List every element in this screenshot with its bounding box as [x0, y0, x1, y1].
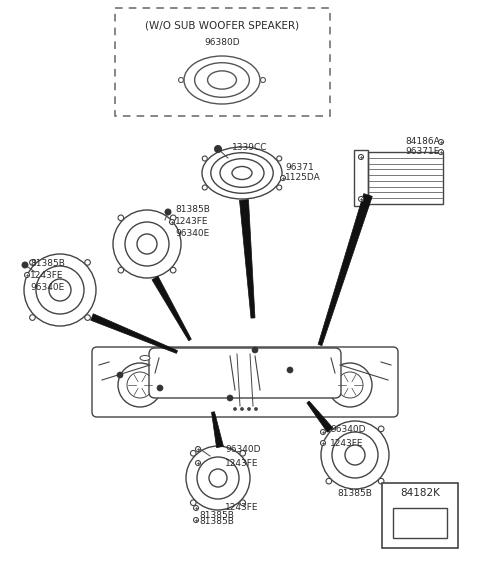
Bar: [368, 152, 443, 204]
Circle shape: [227, 395, 233, 401]
Text: 81385B: 81385B: [175, 206, 210, 214]
Circle shape: [378, 426, 384, 432]
Circle shape: [193, 517, 199, 523]
Circle shape: [233, 407, 237, 411]
Circle shape: [326, 478, 332, 484]
Ellipse shape: [202, 147, 282, 199]
Circle shape: [169, 220, 175, 224]
Text: 1243FE: 1243FE: [225, 503, 259, 513]
Text: 96340D: 96340D: [225, 445, 261, 455]
Circle shape: [118, 267, 124, 273]
Polygon shape: [318, 193, 372, 346]
Text: 81385B: 81385B: [200, 517, 234, 526]
Circle shape: [248, 407, 251, 411]
Circle shape: [118, 215, 124, 221]
Polygon shape: [212, 412, 223, 448]
Circle shape: [321, 421, 389, 489]
Circle shape: [193, 506, 199, 510]
Circle shape: [170, 215, 176, 221]
Text: 96340D: 96340D: [330, 425, 365, 434]
Ellipse shape: [140, 356, 150, 360]
Polygon shape: [307, 401, 333, 432]
Circle shape: [117, 372, 123, 378]
Bar: [393, 508, 447, 538]
Circle shape: [186, 446, 250, 510]
Text: 96371E: 96371E: [406, 148, 440, 156]
Text: 1243FE: 1243FE: [330, 438, 363, 448]
Circle shape: [85, 260, 90, 265]
Text: 1243FE: 1243FE: [30, 271, 63, 280]
Circle shape: [191, 500, 196, 506]
Text: (W/O SUB WOOFER SPEAKER): (W/O SUB WOOFER SPEAKER): [145, 20, 299, 30]
Circle shape: [195, 461, 201, 465]
Bar: [382, 483, 458, 548]
Circle shape: [179, 77, 183, 83]
Circle shape: [22, 262, 28, 268]
Text: 81385B: 81385B: [30, 258, 65, 267]
Text: 81385B: 81385B: [337, 489, 372, 499]
Text: 96340E: 96340E: [30, 282, 64, 291]
Circle shape: [277, 156, 282, 161]
Circle shape: [321, 441, 325, 445]
Polygon shape: [152, 276, 192, 340]
FancyBboxPatch shape: [92, 347, 398, 417]
Circle shape: [439, 149, 444, 155]
Circle shape: [24, 254, 96, 326]
Circle shape: [195, 447, 201, 451]
Text: 84182K: 84182K: [400, 488, 440, 498]
Text: 96340E: 96340E: [175, 230, 209, 239]
Circle shape: [191, 451, 196, 456]
Text: 96371: 96371: [285, 162, 314, 172]
Circle shape: [24, 272, 29, 278]
Circle shape: [378, 478, 384, 484]
Text: 1125DA: 1125DA: [285, 173, 321, 182]
Text: 84186A: 84186A: [405, 138, 440, 146]
Circle shape: [113, 210, 181, 278]
Circle shape: [202, 185, 207, 190]
Circle shape: [240, 451, 246, 456]
Bar: [354, 150, 368, 206]
Circle shape: [157, 385, 163, 391]
Circle shape: [30, 315, 35, 321]
Circle shape: [439, 139, 444, 145]
Text: 1339CC: 1339CC: [232, 144, 267, 152]
Text: 81385B: 81385B: [200, 510, 234, 520]
Circle shape: [30, 260, 35, 265]
Bar: [115, 8, 330, 116]
Circle shape: [170, 267, 176, 273]
Circle shape: [85, 315, 90, 321]
Circle shape: [326, 426, 332, 432]
Text: 1243FE: 1243FE: [175, 217, 208, 227]
Circle shape: [359, 196, 363, 202]
Circle shape: [287, 367, 293, 373]
Circle shape: [240, 500, 246, 506]
Circle shape: [359, 155, 363, 159]
Circle shape: [280, 175, 286, 180]
Circle shape: [202, 156, 207, 161]
Polygon shape: [240, 200, 255, 318]
Circle shape: [261, 77, 265, 83]
Circle shape: [321, 430, 325, 434]
Ellipse shape: [184, 56, 260, 104]
Text: 96380D: 96380D: [204, 38, 240, 47]
Circle shape: [215, 145, 221, 152]
Circle shape: [165, 209, 171, 215]
Polygon shape: [91, 314, 178, 353]
Circle shape: [240, 407, 243, 411]
Circle shape: [277, 185, 282, 190]
Circle shape: [118, 363, 162, 407]
FancyBboxPatch shape: [149, 348, 341, 398]
Circle shape: [254, 407, 257, 411]
Circle shape: [252, 347, 258, 353]
Circle shape: [328, 363, 372, 407]
Text: 1243FE: 1243FE: [225, 458, 259, 468]
